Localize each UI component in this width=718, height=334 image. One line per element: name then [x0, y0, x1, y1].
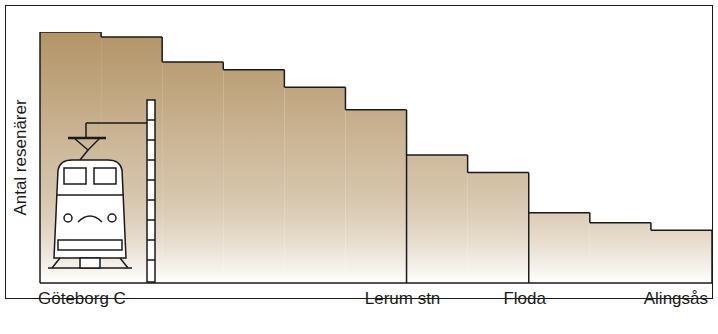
svg-text:Lerum stn: Lerum stn — [365, 289, 441, 308]
svg-text:Floda: Floda — [503, 289, 546, 308]
svg-text:Antal resenärer: Antal resenärer — [11, 99, 30, 216]
svg-text:Göteborg C: Göteborg C — [38, 289, 126, 308]
svg-text:Alingsås: Alingsås — [644, 289, 708, 308]
